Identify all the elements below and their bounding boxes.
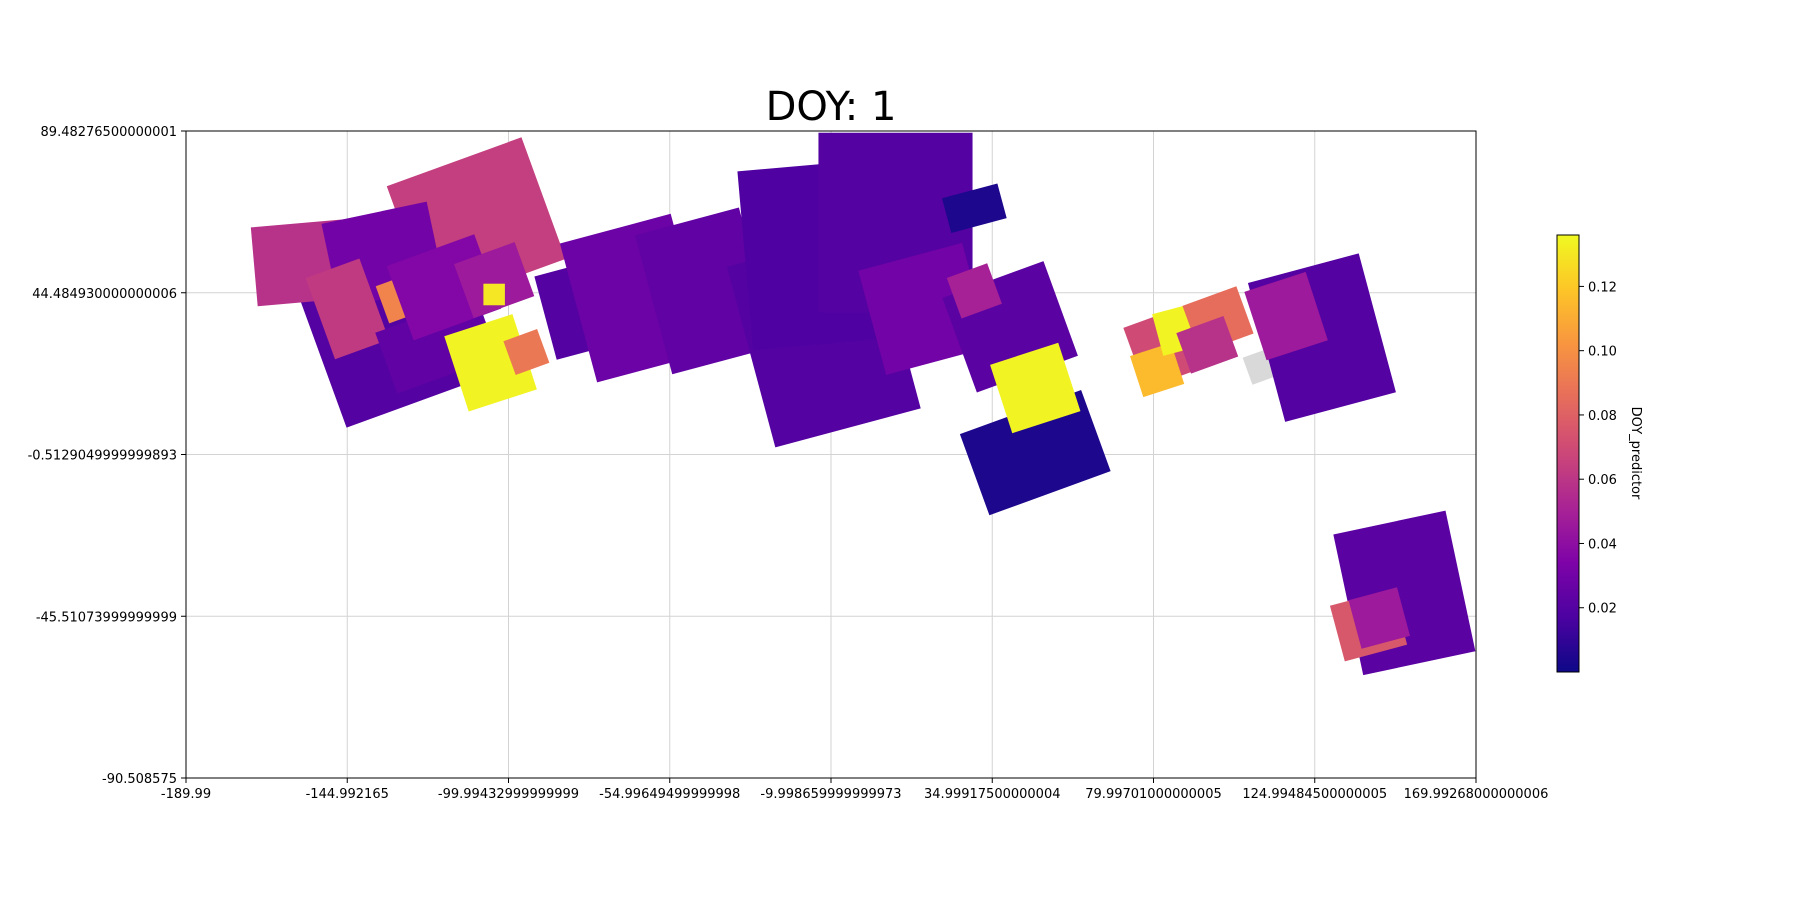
- y-tick-label-1: 44.484930000000006: [32, 287, 177, 302]
- y-axis-ticks: 89.48276500000001 44.484930000000006 -0.51…: [28, 125, 186, 787]
- data-region-11: [483, 283, 505, 306]
- x-tick-label-6: 79.99701000000005: [1085, 787, 1221, 802]
- colorbar-tick-label-1: 0.04: [1588, 537, 1617, 552]
- data-region-21: [941, 183, 1007, 234]
- data-region-4: [305, 258, 389, 360]
- x-tick-label-0: -189.99: [161, 787, 211, 802]
- x-tick-label-8: 169.99268000000006: [1404, 787, 1549, 802]
- data-region-25: [1129, 342, 1185, 398]
- data-region-23: [990, 342, 1081, 434]
- data-region-34: [1348, 587, 1411, 649]
- data-region-10: [503, 328, 550, 376]
- colorbar-label: DOY_predictor: [1628, 407, 1643, 500]
- colorbar-tick-label-5: 0.12: [1588, 280, 1617, 295]
- x-tick-label-4: -9.998659999999973: [760, 787, 901, 802]
- y-tick-label-4: -90.508575: [102, 772, 177, 787]
- data-region-20: [946, 263, 1002, 319]
- colorbar: 0.02 0.04 0.06 0.08 0.10 0.12 DOY_predictor: [1556, 234, 1643, 673]
- data-region-8: [454, 242, 535, 319]
- colorbar-tick-label-3: 0.08: [1588, 409, 1617, 424]
- x-tick-label-1: -144.992165: [306, 787, 389, 802]
- x-tick-label-7: 124.99484500000005: [1242, 787, 1387, 802]
- x-tick-label-2: -99.99432999999999: [438, 787, 579, 802]
- x-axis-ticks: -189.99 -144.992165 -99.99432999999999 -54.…: [161, 778, 1548, 802]
- data-region-14: [635, 207, 777, 375]
- data-region-28: [1176, 315, 1239, 374]
- x-tick-label-3: -54.99649499999998: [599, 787, 740, 802]
- y-tick-label-3: -45.51073999999999: [36, 610, 177, 625]
- colorbar-tick-label-2: 0.06: [1588, 473, 1617, 488]
- y-tick-label-2: -0.5129049999999893: [28, 449, 177, 464]
- colorbar-ticks: 0.02 0.04 0.06 0.08 0.10 0.12: [1579, 280, 1617, 617]
- x-tick-label-5: 34.99917500000004: [924, 787, 1060, 802]
- chart-title: DOY: 1: [766, 84, 897, 130]
- y-tick-label-0: 89.48276500000001: [41, 125, 177, 140]
- colorbar-tick-label-4: 0.10: [1588, 345, 1617, 360]
- data-regions: [250, 132, 1476, 676]
- colorbar-gradient: [1556, 234, 1580, 673]
- data-region-31: [1244, 271, 1328, 361]
- data-region-22: [959, 390, 1111, 516]
- colorbar-tick-label-0: 0.02: [1588, 602, 1617, 617]
